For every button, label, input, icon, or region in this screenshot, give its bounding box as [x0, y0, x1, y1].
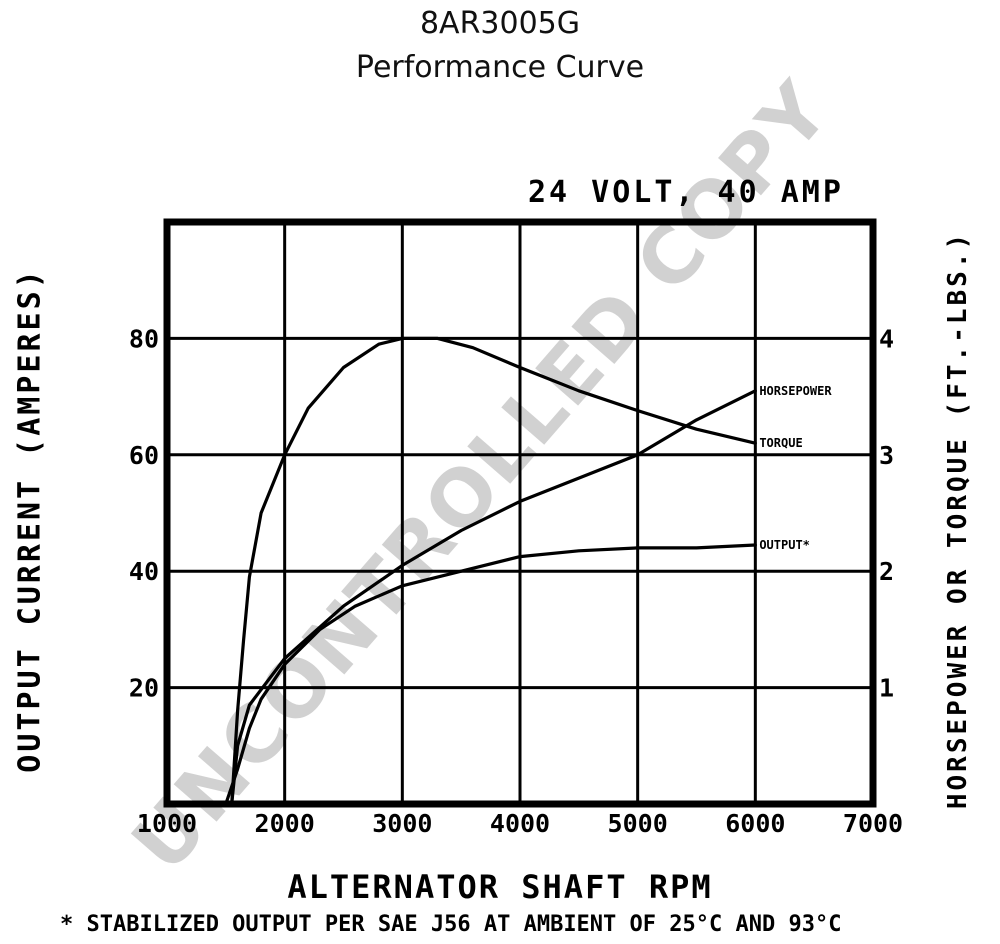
- y-tick-label: 80: [129, 324, 159, 353]
- footnote: * STABILIZED OUTPUT PER SAE J56 AT AMBIE…: [60, 912, 842, 937]
- y2-tick-label: 2: [879, 557, 894, 586]
- tick-labels: 1000 2000 3000 4000 5000 6000 7000 20 40 60 80 1 2 3 4…: [129, 324, 903, 838]
- series-line-horsepower: [230, 389, 757, 806]
- x-tick-label: 3000: [372, 809, 432, 838]
- series-label-torque: TORQUE: [759, 436, 802, 450]
- grid-lines: [167, 222, 873, 804]
- x-tick-label: 6000: [725, 809, 785, 838]
- chart-title: 8AR3005G: [419, 6, 581, 41]
- series-line-output: [224, 543, 757, 806]
- y2-tick-label: 1: [879, 674, 894, 703]
- x-tick-label: 7000: [843, 809, 903, 838]
- y-tick-label: 60: [129, 441, 159, 470]
- x-tick-label: 1000: [137, 809, 197, 838]
- chart-subtitle: Performance Curve: [355, 50, 645, 85]
- series-line-torque: [230, 336, 757, 806]
- x-tick-label: 5000: [608, 809, 668, 838]
- curves: [224, 336, 757, 806]
- x-tick-label: 4000: [490, 809, 550, 838]
- x-axis-label: ALTERNATOR SHAFT RPM: [287, 868, 713, 906]
- watermark-text: UNCONTROLLED COPY: [115, 65, 847, 888]
- series-label-horsepower: HORSEPOWER: [759, 384, 832, 398]
- plot-frame: [163, 218, 877, 808]
- y-tick-label: 40: [129, 557, 159, 586]
- rating-label: 24 VOLT, 40 AMP: [528, 175, 844, 210]
- series-label-output: OUTPUT*: [759, 538, 810, 552]
- y2-tick-label: 4: [879, 324, 894, 353]
- x-tick-label: 2000: [255, 809, 315, 838]
- y2-tick-label: 3: [879, 441, 894, 470]
- y-tick-label: 20: [129, 674, 159, 703]
